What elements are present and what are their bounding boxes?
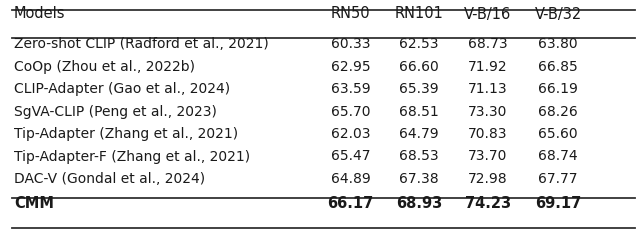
Text: 68.51: 68.51	[399, 104, 439, 118]
Text: 71.13: 71.13	[468, 82, 508, 96]
Text: 72.98: 72.98	[468, 172, 508, 186]
Text: Tip-Adapter (Zhang et al., 2021): Tip-Adapter (Zhang et al., 2021)	[14, 127, 238, 141]
Text: 62.53: 62.53	[399, 37, 439, 51]
Text: 62.03: 62.03	[331, 127, 371, 141]
Text: CoOp (Zhou et al., 2022b): CoOp (Zhou et al., 2022b)	[14, 60, 195, 74]
Text: 66.60: 66.60	[399, 60, 439, 74]
Text: SgVA-CLIP (Peng et al., 2023): SgVA-CLIP (Peng et al., 2023)	[14, 104, 217, 118]
Text: 68.73: 68.73	[468, 37, 508, 51]
Text: 66.17: 66.17	[328, 196, 374, 211]
Text: 65.47: 65.47	[331, 150, 371, 164]
Text: 73.70: 73.70	[468, 150, 508, 164]
Text: 68.93: 68.93	[396, 196, 442, 211]
Text: 65.39: 65.39	[399, 82, 439, 96]
Text: 74.23: 74.23	[465, 196, 511, 211]
Text: 63.59: 63.59	[331, 82, 371, 96]
Text: Models: Models	[14, 6, 65, 22]
Text: V-B/16: V-B/16	[464, 6, 511, 22]
Text: 73.30: 73.30	[468, 104, 508, 118]
Text: CMM: CMM	[14, 196, 54, 211]
Text: RN101: RN101	[395, 6, 444, 22]
Text: 63.80: 63.80	[538, 37, 578, 51]
Text: 65.70: 65.70	[331, 104, 371, 118]
Text: 68.26: 68.26	[538, 104, 578, 118]
Text: DAC-V (Gondal et al., 2024): DAC-V (Gondal et al., 2024)	[14, 172, 205, 186]
Text: 66.19: 66.19	[538, 82, 578, 96]
Text: 65.60: 65.60	[538, 127, 578, 141]
Text: 67.38: 67.38	[399, 172, 439, 186]
Text: 69.17: 69.17	[535, 196, 581, 211]
Text: Tip-Adapter-F (Zhang et al., 2021): Tip-Adapter-F (Zhang et al., 2021)	[14, 150, 250, 164]
Text: Zero-shot CLIP (Radford et al., 2021): Zero-shot CLIP (Radford et al., 2021)	[14, 37, 269, 51]
Text: 60.33: 60.33	[331, 37, 371, 51]
Text: V-B/32: V-B/32	[534, 6, 582, 22]
Text: 68.74: 68.74	[538, 150, 578, 164]
Text: 64.89: 64.89	[331, 172, 371, 186]
Text: 71.92: 71.92	[468, 60, 508, 74]
Text: 62.95: 62.95	[331, 60, 371, 74]
Text: 67.77: 67.77	[538, 172, 578, 186]
Text: 64.79: 64.79	[399, 127, 439, 141]
Text: 70.83: 70.83	[468, 127, 508, 141]
Text: 66.85: 66.85	[538, 60, 578, 74]
Text: 68.53: 68.53	[399, 150, 439, 164]
Text: CLIP-Adapter (Gao et al., 2024): CLIP-Adapter (Gao et al., 2024)	[14, 82, 230, 96]
Text: RN50: RN50	[331, 6, 371, 22]
